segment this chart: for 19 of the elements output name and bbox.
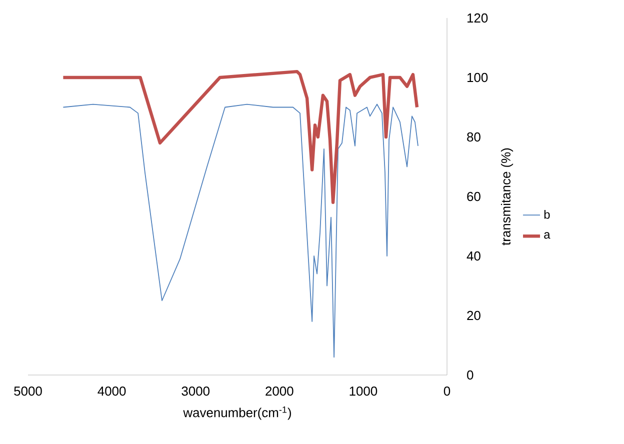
x-tick-label: 4000 bbox=[98, 386, 126, 396]
legend-label: a bbox=[544, 232, 550, 239]
x-axis-title: wavenumber(cm$^{-1}$) bbox=[183, 406, 291, 420]
y-tick-label: 120 bbox=[468, 13, 488, 23]
legend-label: b bbox=[544, 210, 550, 219]
x-tick-label: 3000 bbox=[182, 386, 210, 396]
y-axis-title: transmitance (%) bbox=[500, 148, 514, 246]
line-series bbox=[62, 70, 419, 204]
x-tick-label: 0 bbox=[444, 386, 450, 396]
y-tick-label: 60 bbox=[467, 192, 480, 202]
y-tick-label: 40 bbox=[466, 251, 480, 261]
y-tick-label: 0 bbox=[467, 370, 474, 380]
y-tick-label: 80 bbox=[467, 132, 480, 142]
x-tick-label: 1000 bbox=[350, 386, 378, 396]
x-tick-label: 2000 bbox=[266, 386, 294, 396]
y-tick-label: 100 bbox=[468, 72, 488, 82]
line-series bbox=[62, 104, 418, 358]
x-tick-label: 5000 bbox=[14, 386, 42, 396]
y-tick-label: 20 bbox=[467, 310, 480, 320]
